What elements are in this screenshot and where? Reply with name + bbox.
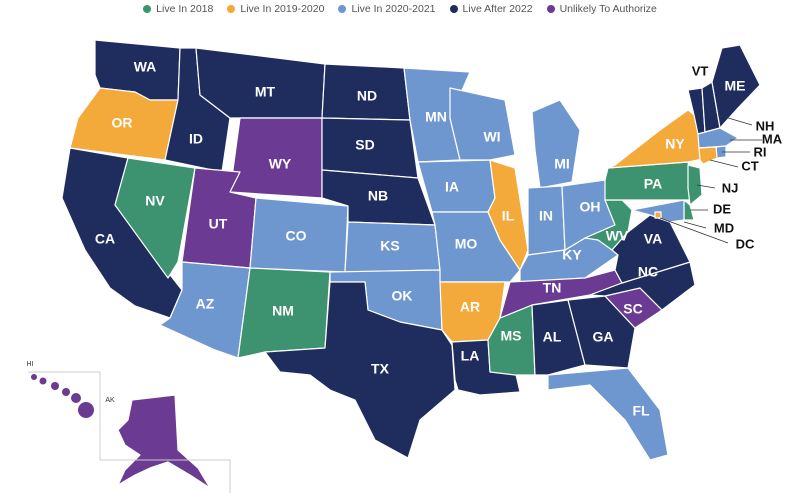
label-TN: TN: [543, 280, 562, 296]
label-WV: WV: [606, 228, 629, 244]
legend-label: Live In 2018: [156, 3, 214, 15]
hi-island: [78, 402, 94, 418]
label-VA: VA: [644, 231, 662, 247]
state-DC[interactable]: [654, 211, 662, 219]
label-CT: CT: [741, 158, 758, 173]
state-HI[interactable]: [31, 374, 94, 418]
label-IA: IA: [445, 179, 459, 195]
label-NC: NC: [638, 264, 658, 280]
hi-island: [31, 374, 37, 380]
label-MT: MT: [255, 84, 276, 100]
label-SD: SD: [355, 137, 374, 153]
label-AL: AL: [543, 329, 562, 345]
legend-swatch: [449, 5, 458, 13]
hi-island: [39, 377, 47, 385]
label-KY: KY: [562, 247, 582, 263]
label-LA: LA: [461, 348, 480, 364]
state-GA[interactable]: [567, 295, 636, 369]
state-WI[interactable]: [449, 87, 516, 161]
hi-island: [71, 393, 81, 403]
legend-item-unlikely: Unlikely To Authorize: [546, 3, 657, 15]
label-NY: NY: [665, 136, 685, 152]
label-NV: NV: [145, 193, 165, 209]
label-KS: KS: [380, 238, 399, 254]
legend-swatch: [546, 5, 555, 13]
label-MA: MA: [762, 131, 783, 146]
state-NJ[interactable]: [687, 164, 703, 206]
label-IN: IN: [539, 208, 553, 224]
leader-md: [683, 221, 707, 229]
leader-ct: [709, 159, 739, 168]
label-VT: VT: [692, 63, 709, 78]
state-MD[interactable]: [631, 199, 685, 223]
label-MN: MN: [425, 109, 447, 125]
leader-nj: [696, 184, 716, 189]
label-ME: ME: [725, 78, 746, 94]
label-OK: OK: [392, 288, 413, 304]
label-ID: ID: [189, 131, 203, 147]
label-MD: MD: [714, 220, 734, 235]
legend-label: Live In 2020-2021: [351, 3, 436, 15]
label-TX: TX: [371, 361, 390, 377]
label-AK: AK: [105, 397, 115, 404]
state-shapes: [31, 39, 761, 489]
state-MA[interactable]: [697, 127, 739, 149]
label-WI: WI: [483, 129, 500, 145]
label-OR: OR: [112, 115, 133, 131]
legend-item-live-2018: Live In 2018: [143, 3, 213, 15]
state-AL[interactable]: [531, 299, 586, 376]
hi-island: [62, 388, 70, 396]
legend-item-live-2020-2021: Live In 2020-2021: [338, 3, 436, 15]
label-MI: MI: [554, 156, 570, 172]
label-CA: CA: [95, 231, 115, 247]
hi-island: [51, 382, 59, 390]
label-GA: GA: [593, 329, 614, 345]
label-AZ: AZ: [196, 296, 215, 312]
label-FL: FL: [632, 403, 650, 419]
legend-swatch: [227, 5, 236, 13]
label-MS: MS: [501, 328, 522, 344]
legend-item-live-2019-2020: Live In 2019-2020: [227, 3, 324, 15]
legend: Live In 2018 Live In 2019-2020 Live In 202…: [0, 0, 800, 18]
state-TX[interactable]: [264, 281, 456, 459]
label-WY: WY: [269, 156, 292, 172]
legend-swatch: [143, 5, 152, 13]
state-NY[interactable]: [607, 109, 709, 169]
state-IL[interactable]: [487, 159, 529, 271]
leader-nh: [717, 114, 753, 126]
legend-label: Live In 2019-2020: [240, 3, 325, 15]
label-RI: RI: [754, 144, 767, 159]
label-NM: NM: [272, 303, 294, 319]
label-OH: OH: [580, 199, 601, 215]
label-CO: CO: [286, 228, 307, 244]
label-ND: ND: [357, 88, 377, 104]
inset-frame-ak: [99, 372, 231, 493]
label-SC: SC: [623, 301, 642, 317]
label-AR: AR: [460, 299, 480, 315]
label-WA: WA: [134, 59, 157, 75]
label-DE: DE: [713, 201, 731, 216]
label-NH: NH: [756, 118, 775, 133]
label-MO: MO: [455, 236, 478, 252]
label-NB: NB: [368, 188, 388, 204]
legend-label: Live After 2022: [462, 3, 533, 15]
state-NV[interactable]: [114, 157, 196, 279]
legend-label: Unlikely To Authorize: [559, 3, 657, 15]
legend-swatch: [338, 5, 347, 13]
state-FL[interactable]: [547, 367, 669, 461]
state-CT[interactable]: [698, 146, 718, 165]
label-DC: DC: [736, 236, 755, 251]
state-labels: WA OR CA ID NV MT WY UT AZ CO NM ND SD N…: [27, 59, 783, 419]
label-PA: PA: [644, 176, 662, 192]
label-NJ: NJ: [722, 180, 739, 195]
state-MI[interactable]: [531, 99, 581, 189]
leader-dc: [659, 217, 729, 244]
legend-item-live-after-2022: Live After 2022: [449, 3, 533, 15]
label-UT: UT: [209, 216, 228, 232]
label-IL: IL: [502, 208, 515, 224]
label-HI: HI: [27, 361, 34, 368]
state-AK[interactable]: [117, 394, 211, 489]
